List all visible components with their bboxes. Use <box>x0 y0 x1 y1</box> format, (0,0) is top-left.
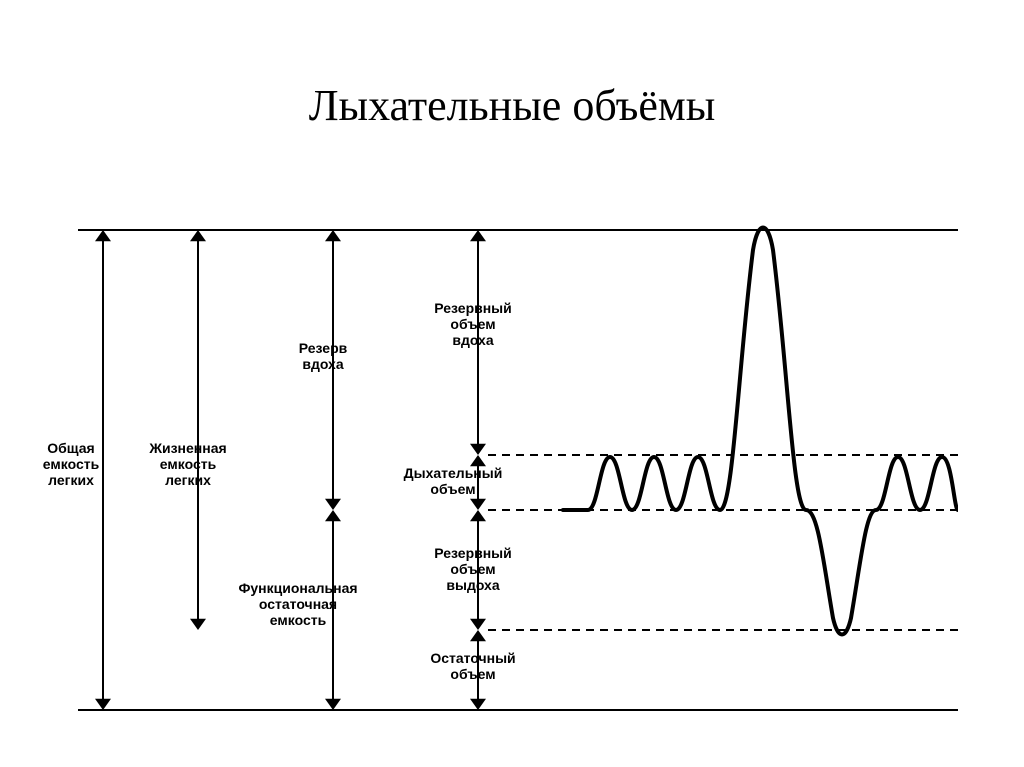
label-ic: Резерввдоха <box>278 340 368 372</box>
label-rv: Остаточныйобъем <box>418 650 528 682</box>
label-frc: Функциональнаяостаточнаяемкость <box>228 580 368 628</box>
label-erv: Резервныйобъемвыдоха <box>418 545 528 593</box>
spirogram-waveform <box>563 228 958 635</box>
label-irv: Резервныйобъемвдоха <box>418 300 528 348</box>
label-tlc: Общаяемкостьлегких <box>26 440 116 488</box>
label-tv: Дыхательныйобъем <box>398 465 508 497</box>
lung-volumes-diagram: ОбщаяемкостьлегкихЖизненнаяемкостьлегких… <box>78 210 958 730</box>
page-title: Лыхательные объёмы <box>0 80 1024 131</box>
page: Лыхательные объёмы ОбщаяемкостьлегкихЖиз… <box>0 0 1024 767</box>
label-vc: Жизненнаяемкостьлегких <box>138 440 238 488</box>
